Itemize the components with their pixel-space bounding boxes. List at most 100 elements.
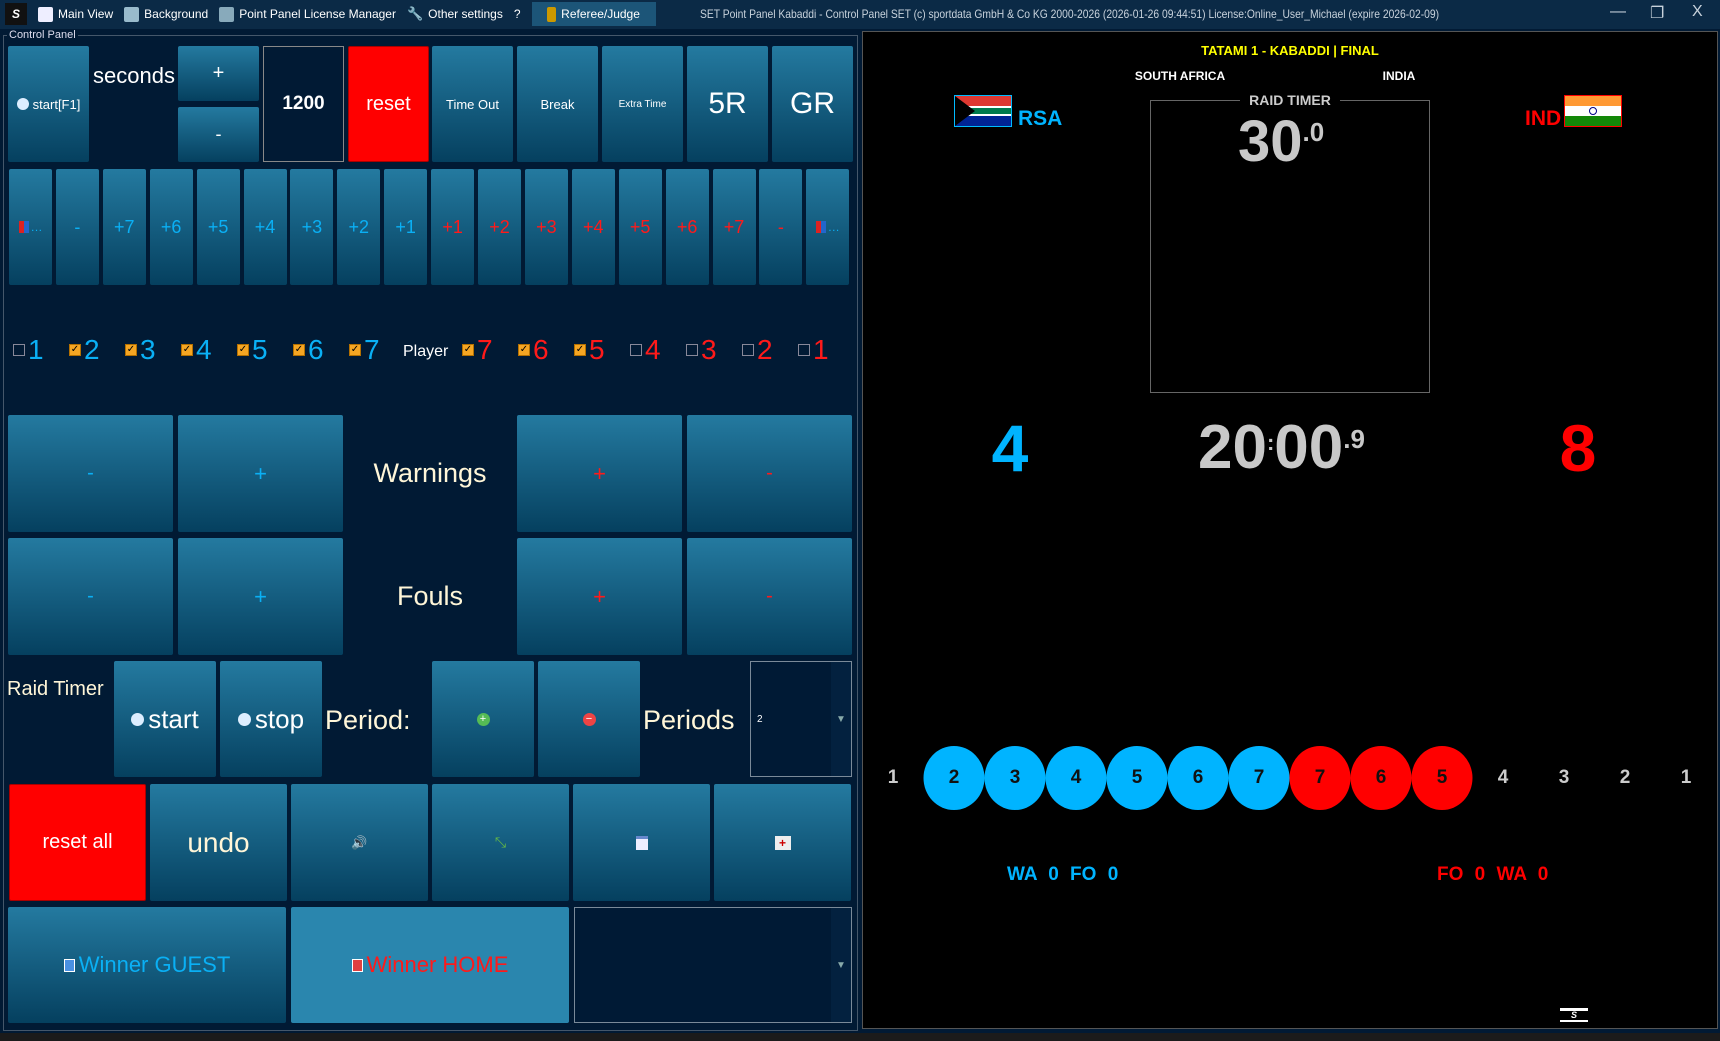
reset-all-button[interactable]: reset all (9, 784, 146, 901)
menu-label: Background (144, 7, 209, 21)
menu-background[interactable]: Background (124, 3, 208, 25)
guest-player-checkbox-2[interactable]: ✓ 2 (69, 334, 100, 366)
control-button-time-out[interactable]: Time Out (432, 46, 513, 162)
start-button[interactable]: start[F1] (8, 46, 89, 162)
checkbox-icon[interactable]: ✓ (518, 344, 530, 356)
home-points-button[interactable]: - (759, 169, 803, 285)
guest-player-checkbox-5[interactable]: ✓ 5 (237, 334, 268, 366)
checkbox-icon[interactable]: ✓ (237, 344, 249, 356)
control-button-extra-time[interactable]: Extra Time (602, 46, 683, 162)
player-label: Player (403, 343, 449, 360)
home-points-button[interactable]: … (806, 169, 850, 285)
guest-points-button[interactable]: … (9, 169, 52, 285)
guest-player-checkbox-4[interactable]: ✓ 4 (181, 334, 212, 366)
periods-select[interactable]: 2 ▼ (750, 661, 852, 777)
period-minus-button[interactable]: − (538, 661, 640, 777)
flag-icon (351, 958, 363, 972)
home-foul-plus[interactable]: + (517, 538, 682, 655)
home-points-button[interactable]: +3 (524, 169, 568, 285)
restore-button[interactable]: ❐ (1650, 5, 1665, 22)
sound-button[interactable]: 🔊 (291, 784, 428, 901)
checkbox-icon[interactable] (13, 344, 25, 356)
checkbox-icon[interactable] (798, 344, 810, 356)
guest-points-button[interactable]: +2 (337, 169, 381, 285)
guest-points-button[interactable]: - (55, 169, 99, 285)
raid-start-button[interactable]: start (114, 661, 216, 777)
raid-stop-button[interactable]: stop (220, 661, 322, 777)
guest-warning-minus[interactable]: - (8, 415, 173, 532)
clock-fraction: .9 (1343, 424, 1365, 454)
home-player-checkbox-4[interactable]: 4 (630, 334, 661, 366)
undo-button[interactable]: undo (150, 784, 287, 901)
guest-points-button[interactable]: +3 (290, 169, 334, 285)
checkbox-icon[interactable]: ✓ (293, 344, 305, 356)
medical-button[interactable]: + (714, 784, 851, 901)
player-number: 7 (477, 334, 493, 365)
time-value-field[interactable]: 1200 (263, 46, 344, 162)
seconds-plus-button[interactable]: + (178, 46, 259, 101)
home-points-button[interactable]: +5 (618, 169, 662, 285)
close-button[interactable]: X (1692, 3, 1703, 20)
guest-player-checkbox-3[interactable]: ✓ 3 (125, 334, 156, 366)
checkbox-icon[interactable]: ✓ (462, 344, 474, 356)
guest-points-button[interactable]: +7 (102, 169, 146, 285)
new-window-button[interactable] (573, 784, 710, 901)
guest-foul-minus[interactable]: - (8, 538, 173, 655)
home-player-checkbox-7[interactable]: ✓ 7 (462, 334, 493, 366)
winner-guest-button[interactable]: Winner GUEST (8, 907, 286, 1023)
guest-player-checkbox-1[interactable]: 1 (13, 334, 44, 366)
player-number: 3 (701, 334, 717, 365)
checkbox-icon[interactable] (686, 344, 698, 356)
home-points-button[interactable]: +7 (712, 169, 756, 285)
more-label: … (30, 220, 43, 234)
home-player-checkbox-5[interactable]: ✓ 5 (574, 334, 605, 366)
control-button-break[interactable]: Break (517, 46, 598, 162)
home-points-button[interactable]: +2 (478, 169, 521, 285)
home-foul-minus[interactable]: - (687, 538, 852, 655)
minimize-button[interactable]: — (1610, 3, 1626, 20)
menu-help[interactable]: ? (513, 7, 521, 21)
checkbox-icon[interactable]: ✓ (125, 344, 137, 356)
home-player-checkbox-3[interactable]: 3 (686, 334, 717, 366)
menu-license-manager[interactable]: Point Panel License Manager (219, 3, 396, 25)
chevron-down-icon[interactable]: ▼ (831, 908, 851, 1022)
checkbox-icon[interactable]: ✓ (69, 344, 81, 356)
winner-home-button[interactable]: Winner HOME (291, 907, 569, 1023)
control-button-gr[interactable]: GR (772, 46, 853, 162)
checkbox-icon[interactable]: ✓ (574, 344, 586, 356)
home-player-checkbox-1[interactable]: 1 (798, 334, 829, 366)
checkbox-icon[interactable] (742, 344, 754, 356)
checkbox-icon[interactable]: ✓ (181, 344, 193, 356)
guest-team-name: SOUTH AFRICA (1134, 69, 1226, 83)
home-warning-plus[interactable]: + (517, 415, 682, 532)
checkbox-icon[interactable] (630, 344, 642, 356)
guest-warning-plus[interactable]: + (178, 415, 343, 532)
guest-player-checkbox-7[interactable]: ✓ 7 (349, 334, 380, 366)
seconds-minus-button[interactable]: - (178, 107, 259, 162)
guest-points-button[interactable]: +5 (196, 169, 240, 285)
reset-button[interactable]: reset (348, 46, 429, 162)
guest-player-checkbox-6[interactable]: ✓ 6 (293, 334, 324, 366)
guest-points-button[interactable]: +6 (149, 169, 193, 285)
result-select[interactable]: ▼ (574, 907, 852, 1023)
referee-judge-button[interactable]: Referee/Judge (531, 2, 656, 26)
chevron-down-icon[interactable]: ▼ (831, 662, 851, 776)
fullscreen-button[interactable]: ⤡ (432, 784, 569, 901)
home-player-checkbox-6[interactable]: ✓ 6 (518, 334, 549, 366)
checkbox-icon[interactable]: ✓ (349, 344, 361, 356)
home-points-button[interactable]: +6 (665, 169, 709, 285)
home-points-button[interactable]: +1 (431, 169, 475, 285)
home-warning-minus[interactable]: - (687, 415, 852, 532)
menu-main-view[interactable]: Main View (38, 3, 113, 25)
home-player-checkbox-2[interactable]: 2 (742, 334, 773, 366)
menu-other-settings[interactable]: 🔧 Other settings (407, 3, 503, 25)
guest-points-button[interactable]: +1 (384, 169, 428, 285)
home-points-button[interactable]: +4 (571, 169, 615, 285)
period-plus-button[interactable]: + (432, 661, 534, 777)
guest-player-ball: 4 (1045, 746, 1107, 810)
guest-points-button[interactable]: +4 (243, 169, 287, 285)
period-label: Period: (325, 705, 411, 735)
guest-foul-plus[interactable]: + (178, 538, 343, 655)
control-button-5r[interactable]: 5R (687, 46, 768, 162)
home-player-ball: 6 (1350, 746, 1412, 810)
